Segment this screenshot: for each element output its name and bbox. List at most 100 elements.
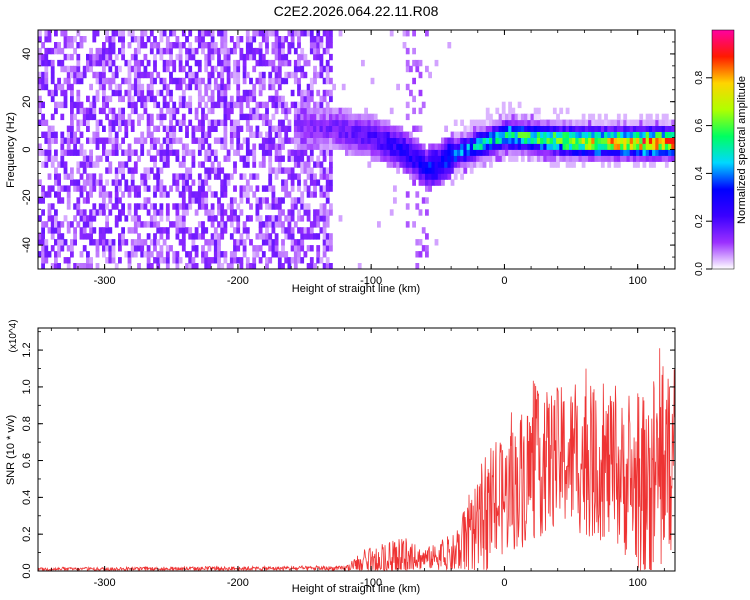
spectrogram-cell [316,209,321,216]
spectrogram-cell [130,65,135,73]
spectrogram-cell [572,125,576,132]
spectrogram-cell [89,209,93,216]
spectrogram-cell [89,65,93,73]
spectrogram-cell [290,101,295,109]
spectrogram-cell [309,47,314,55]
spectrogram-cell [613,155,618,162]
spectrogram-cell [639,113,644,121]
spectrogram-cell [386,125,391,132]
spectrogram-cell [92,36,97,43]
spectrogram-cell [44,83,49,91]
spectrogram-cell [44,65,49,73]
spectrogram-cell [175,203,180,210]
spectrogram-cell [223,89,228,97]
spectrogram-cell [57,59,61,67]
spectrogram-cell [578,119,583,126]
spectrogram-cell [437,179,442,186]
spectrogram-cell [223,251,228,258]
spectrogram-cell [204,227,209,234]
spectrogram-cell [335,137,340,144]
spectrogram-cell [60,233,65,240]
spectrogram-cell [322,227,327,234]
spectrogram-cell [316,107,321,115]
spectrogram-cell [284,107,289,115]
spectrogram-cell [306,95,311,103]
spectrogram-cell [514,143,519,150]
spectrogram-cell [405,203,410,210]
spectrogram-cell [191,245,196,252]
spectrogram-cell [469,125,474,132]
spectrogram-cell [159,209,164,216]
spectrogram-cell [236,257,241,264]
spectrogram-cell [252,107,257,115]
spectrogram-cell [153,221,157,228]
spectrogram-cell [146,71,151,79]
spectrogram-cell [584,119,589,126]
spectrogram-cell [345,125,349,132]
spectrogram-cell [370,149,375,156]
spectrogram-cell [316,30,321,37]
spectrogram-cell [287,119,292,126]
spectrogram-cell [556,119,560,126]
spectrogram-cell [421,155,426,162]
spectrogram-cell [300,143,305,150]
spectrogram-cell [63,101,68,109]
spectrogram-cell [319,149,324,156]
spectrogram-cell [149,113,154,121]
spectrogram-cell [415,59,420,67]
spectrogram-cell [290,167,295,174]
spectrogram-cell [162,161,167,168]
spectrogram-cell [306,101,311,109]
spectrogram-cell [261,71,266,79]
spectrogram-cell [220,59,225,67]
spectrogram-cell [533,137,538,144]
spectrogram-cell [588,155,592,162]
spectrogram-cell [181,101,186,109]
spectrogram-cell [616,149,621,156]
spectrogram-cell [98,203,103,210]
spectrogram-cell [82,71,87,79]
spectrogram-cell [546,155,551,162]
spectrogram-cell [661,155,666,162]
spectrogram-cell [457,131,461,138]
spectrogram-cell [277,155,282,162]
spectrogram-cell [348,149,352,156]
spectrogram-cell [98,77,103,85]
spectrogram-cell [316,221,321,228]
spectrogram-cell [671,125,675,132]
spectrogram-cell [658,149,663,156]
spectrogram-cell [169,95,173,103]
spectrogram-cell [460,149,464,156]
spectrogram-cell [118,209,122,216]
spectrogram-cell [306,173,311,180]
spectrogram-cell [591,113,596,121]
spectrogram-cell [261,83,266,91]
spectrogram-cell [418,179,423,186]
spectrogram-cell [76,137,81,144]
spectrogram-cell [44,30,49,37]
spectrogram-cell [181,119,186,126]
spectrogram-cell [204,89,209,97]
spectrogram-cell [70,53,74,61]
spectrogram-cell [175,83,180,91]
spectrogram-cell [102,65,106,73]
spectrogram-cell [303,131,308,138]
spectrogram-cell [185,83,189,91]
spectrogram-cell [54,155,58,162]
spectrogram-cell [89,53,93,61]
spectrogram-cell [156,125,161,132]
spectrogram-cell [236,71,241,79]
spectrogram-cell [309,167,314,174]
spectrogram-cell [300,239,305,246]
snr-x-label: Height of straight line (km) [292,583,420,595]
spectrogram-cell [556,131,560,138]
spectrogram-cell [367,131,372,138]
spectrogram-cell [559,149,564,156]
spectrogram-cell [297,125,301,132]
spectrogram-cell [568,137,573,144]
spectrogram-cell [178,77,183,85]
spectrogram-cell [98,137,103,144]
spectrogram-cell [265,197,269,204]
spectrogram-cell [258,215,263,222]
spectrogram-cell [143,53,148,61]
